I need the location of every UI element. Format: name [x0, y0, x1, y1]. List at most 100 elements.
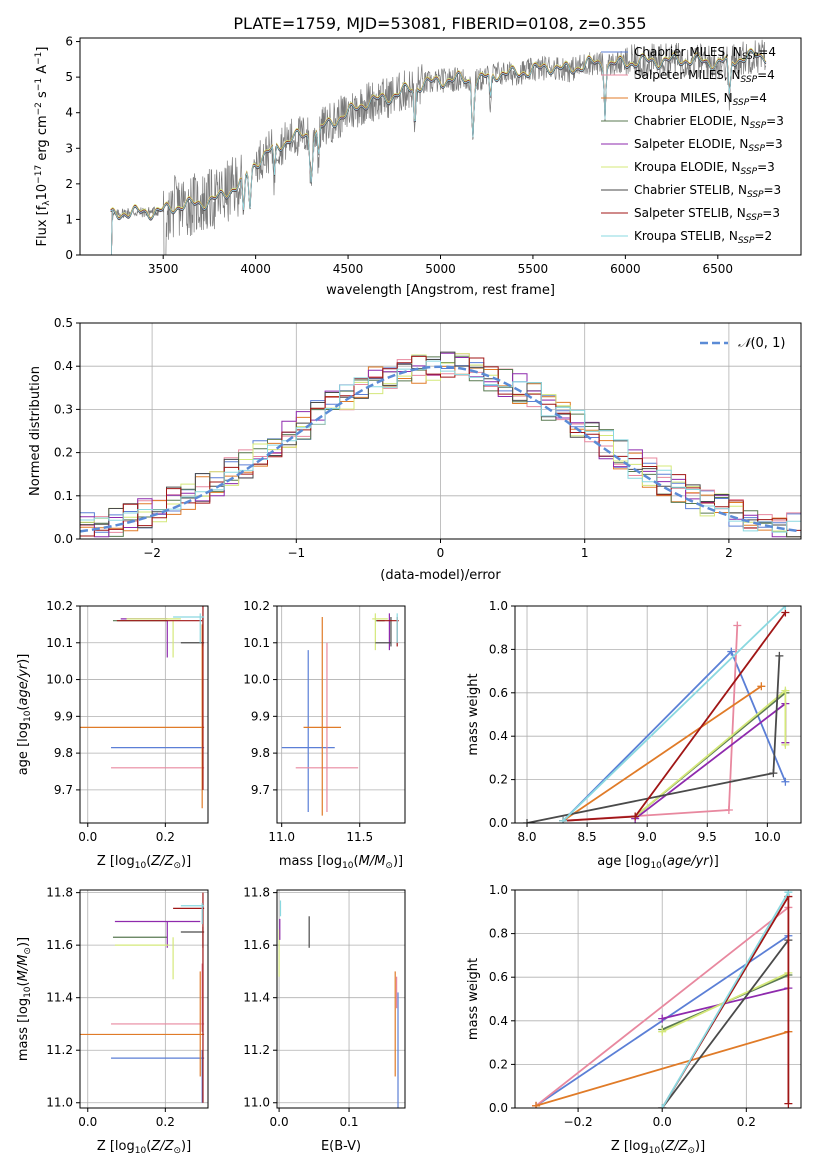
weight-point [724, 805, 733, 814]
x-axis-label: E(B-V) [321, 1139, 361, 1154]
errorbars [281, 613, 399, 816]
y-tick-label: 11.0 [243, 1096, 270, 1110]
x-tick-label: −2 [143, 546, 161, 560]
legend-entry: Kroupa ELODIE, NSSP=3 [634, 160, 775, 177]
y-tick-label: 11.2 [243, 1043, 270, 1057]
weight-line [661, 891, 790, 1108]
y-tick-label: 0.2 [54, 446, 73, 460]
axes-residuals: −2 −1 0 1 2 0.0 0.1 0.2 0.3 0.4 0.5 (data-model)/er… [28, 316, 802, 583]
y-tick-label: 11.2 [46, 1043, 73, 1057]
legend: Chabrier MILES, NSSP=4 Salpeter MILES, NS… [601, 45, 784, 246]
y-tick-label: 11.0 [46, 1096, 73, 1110]
x-axis-label: (data-model)/error [380, 568, 501, 583]
weight-lines [532, 890, 793, 1108]
legend-entry: Kroupa STELIB, NSSP=2 [634, 229, 772, 246]
y-tick-label: 9.9 [251, 709, 270, 723]
legend-entry: Chabrier ELODIE, NSSP=3 [634, 114, 784, 131]
legend-entry: Chabrier STELIB, NSSP=3 [634, 183, 781, 200]
x-tick-label: 2 [725, 546, 733, 560]
x-axis-label: age [log10(age/yr)] [597, 854, 719, 871]
axes-age-weight: 8.0 8.5 9.0 9.5 10.0 0.0 0.2 0.4 0.6 0.8 1.0 age [l… [466, 599, 802, 871]
weight-line [535, 906, 789, 1107]
weight-point [727, 647, 736, 656]
y-tick-label: 0.4 [489, 729, 508, 743]
weight-point [733, 621, 742, 630]
y-tick-label: 9.7 [251, 783, 270, 797]
histogram-step [80, 355, 801, 538]
y-tick-label: 1.0 [489, 599, 508, 613]
axes-Z-age: 0.0 0.2 9.7 9.8 9.9 10.0 10.1 10.2 Z [log10(Z/Z⊙… [16, 599, 209, 871]
legend-entry: Kroupa MILES, NSSP=4 [634, 91, 767, 108]
weight-point [532, 1101, 541, 1108]
y-tick-label: 11.8 [46, 886, 73, 900]
x-tick-label: 0.2 [156, 1115, 175, 1129]
y-axis-label: Flux [fλ10−17 erg cm−2 s−1 A−1] [34, 47, 52, 247]
x-tick-label: 4000 [240, 262, 271, 276]
weight-lines [523, 606, 790, 823]
weight-line [535, 1030, 789, 1107]
histogram-step [80, 352, 801, 538]
x-axis-label: Z [log10(Z/Z⊙)] [97, 1139, 191, 1156]
y-tick-label: 9.8 [251, 746, 270, 760]
legend-entry: Salpeter STELIB, NSSP=3 [634, 206, 780, 223]
axes-Z-mass: 0.0 0.2 11.0 11.2 11.4 11.6 11.8 Z [log10(Z/Z⊙)… [16, 886, 209, 1156]
y-tick-label: 11.6 [243, 938, 270, 952]
legend-entry: 𝒩(0, 1) [738, 336, 785, 351]
x-tick-label: 9.0 [638, 830, 657, 844]
weight-point [523, 819, 532, 823]
y-axis-label: mass [log10(M/M⊙)] [16, 937, 33, 1061]
y-tick-label: 10.2 [46, 599, 73, 613]
weight-point [631, 812, 640, 821]
axes-frame [79, 605, 209, 824]
errorbars [278, 900, 399, 1108]
weight-point [781, 686, 790, 695]
x-tick-label: 10.0 [754, 830, 781, 844]
spectrum-data-line [111, 39, 767, 255]
spectrum-model-line [110, 50, 767, 255]
figure-title: PLATE=1759, MJD=53081, FIBERID=0108, z=0… [233, 14, 646, 33]
x-tick-label: 8.0 [517, 830, 536, 844]
y-tick-label: 0.5 [54, 316, 73, 330]
weight-point [769, 769, 778, 778]
axes-spectrum: 3500 4000 4500 5000 5500 6000 6500 0 1 2 3 4 5 6 wavel… [34, 35, 802, 298]
axes-frame [79, 889, 209, 1109]
x-tick-label: 0.1 [339, 1115, 358, 1129]
legend-entry: Chabrier MILES, NSSP=4 [634, 45, 776, 62]
x-axis-label: wavelength [Angstrom, rest frame] [326, 283, 555, 298]
axes-frame [276, 889, 406, 1109]
spectrum-lines [110, 39, 767, 255]
x-tick-label: 0.0 [653, 1115, 672, 1129]
x-tick-label: 6000 [610, 262, 641, 276]
weight-point [784, 1099, 793, 1108]
y-tick-label: 0.0 [489, 816, 508, 830]
y-tick-label: 0.4 [54, 359, 73, 373]
legend-entry: Salpeter MILES, NSSP=4 [634, 68, 775, 85]
y-tick-label: 10.0 [243, 673, 270, 687]
y-tick-label: 0.8 [489, 927, 508, 941]
spectrum-model-line [110, 47, 767, 255]
x-axis-label: mass [log10(M/M⊙)] [279, 854, 403, 871]
axes-mass-age: 11.0 11.5 9.7 9.8 9.9 10.0 10.1 10.2 mass [log10… [243, 599, 406, 871]
errorbars [80, 892, 205, 1103]
x-tick-label: 0.0 [78, 1115, 97, 1129]
x-tick-label: 0 [437, 546, 445, 560]
x-tick-label: −1 [287, 546, 305, 560]
y-tick-label: 10.0 [46, 673, 73, 687]
errorbars [80, 606, 205, 809]
x-tick-label: 11.0 [268, 830, 295, 844]
weight-point [658, 1014, 667, 1023]
axes-frame [79, 37, 802, 256]
y-tick-label: 0.8 [489, 642, 508, 656]
spectrum-model-line [110, 49, 767, 255]
histograms [80, 351, 801, 538]
weight-point [775, 651, 784, 660]
y-tick-label: 2 [65, 177, 73, 191]
y-tick-label: 0.2 [489, 773, 508, 787]
axes-Z-weight: −0.2 0.0 0.2 0.0 0.2 0.4 0.6 0.8 1.0 Z [log10(Z/Z… [466, 883, 802, 1156]
weight-point [757, 682, 766, 691]
x-tick-label: 0.0 [78, 830, 97, 844]
axes-frame [514, 605, 802, 824]
y-tick-label: 9.8 [54, 746, 73, 760]
x-tick-label: 11.5 [346, 830, 373, 844]
